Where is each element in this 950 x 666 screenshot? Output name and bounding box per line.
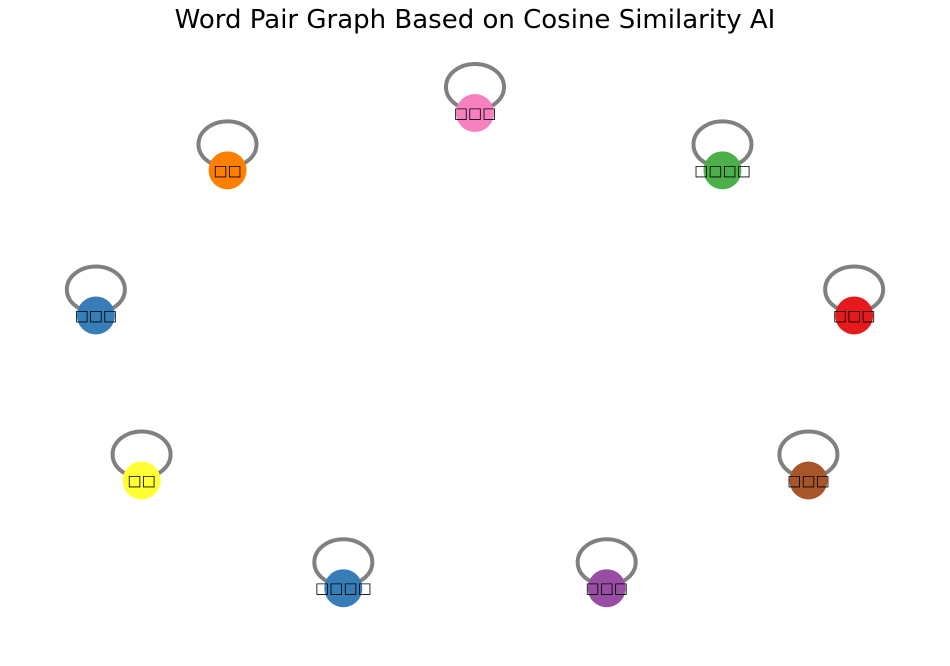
node-label: □□□ <box>585 579 628 597</box>
node-circle <box>835 296 874 335</box>
node-circle <box>587 569 626 608</box>
graph-node: □□ <box>196 119 259 190</box>
node-circle <box>324 569 363 608</box>
graph-node: □□□ <box>823 264 886 335</box>
graph-node: □□□ <box>777 429 840 500</box>
node-label: □□□ <box>787 472 830 490</box>
graph-node: □□□ <box>575 537 638 608</box>
node-circle <box>208 151 247 190</box>
node-label: □□□ <box>833 306 876 324</box>
node-circle <box>76 296 115 335</box>
graph-node: □□□ <box>64 264 127 335</box>
chart-title: Word Pair Graph Based on Cosine Similari… <box>174 5 776 35</box>
node-label: □□ <box>127 472 155 490</box>
graph-node: □□□□ <box>691 119 754 190</box>
graph-node: □□ <box>110 429 173 500</box>
node-circle <box>456 94 494 132</box>
graph-node: □□□ <box>444 62 506 132</box>
node-label: □□□□ <box>315 579 372 597</box>
node-label: □□ <box>213 161 241 179</box>
node-circle <box>703 151 742 190</box>
node-label: □□□□ <box>694 161 751 179</box>
node-circle <box>789 461 828 500</box>
node-label: □□□ <box>454 104 497 122</box>
node-label: □□□ <box>75 306 118 324</box>
node-circle <box>122 461 161 500</box>
graph-node: □□□□ <box>312 537 375 608</box>
